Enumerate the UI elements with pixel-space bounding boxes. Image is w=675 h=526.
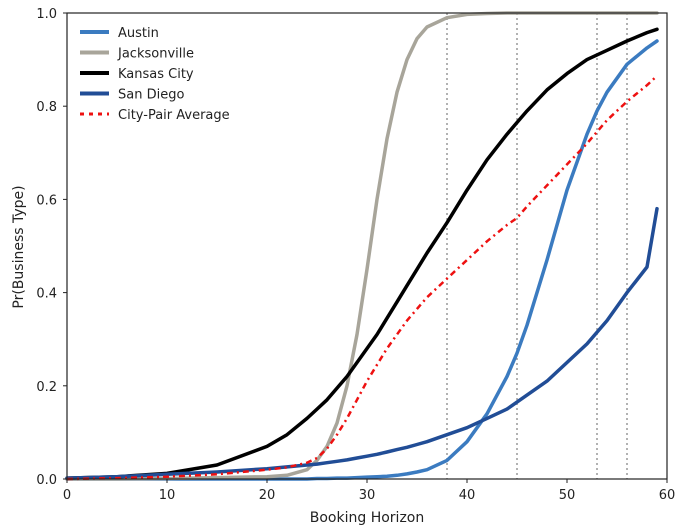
legend-label: City-Pair Average <box>118 108 230 123</box>
legend-label: Austin <box>118 26 159 41</box>
y-tick-label: 0.2 <box>36 380 57 395</box>
x-tick-label: 60 <box>659 488 675 503</box>
y-tick-label: 1.0 <box>36 7 57 22</box>
series-line <box>66 74 658 481</box>
series-line <box>65 27 659 480</box>
y-axis: 0.0 0.2 0.4 0.6 0.8 1.0 <box>36 7 67 488</box>
legend-label: Kansas City <box>118 67 194 82</box>
series-line <box>65 11 659 481</box>
y-axis-title: Pr(Business Type) <box>11 185 27 308</box>
y-tick-label: 0.0 <box>36 473 57 488</box>
x-tick-label: 10 <box>159 488 176 503</box>
legend-label: Jacksonville <box>117 47 194 62</box>
legend: Austin Jacksonville Kansas City San Diego Ci… <box>80 26 230 123</box>
x-tick-label: 20 <box>259 488 276 503</box>
x-axis: 0 10 20 30 40 50 60 <box>63 479 675 503</box>
y-tick-label: 0.4 <box>36 287 57 302</box>
series-line <box>65 206 659 480</box>
x-tick-label: 50 <box>559 488 576 503</box>
reference-lines <box>446 13 628 479</box>
series-lines <box>65 11 659 481</box>
legend-label: San Diego <box>118 88 184 103</box>
x-axis-title: Booking Horizon <box>310 510 424 526</box>
x-tick-label: 30 <box>359 488 376 503</box>
plot-frame <box>66 12 668 480</box>
series-line <box>65 39 659 481</box>
y-tick-label: 0.6 <box>36 193 57 208</box>
x-tick-label: 0 <box>63 488 71 503</box>
x-tick-label: 40 <box>459 488 476 503</box>
y-tick-label: 0.8 <box>36 100 57 115</box>
